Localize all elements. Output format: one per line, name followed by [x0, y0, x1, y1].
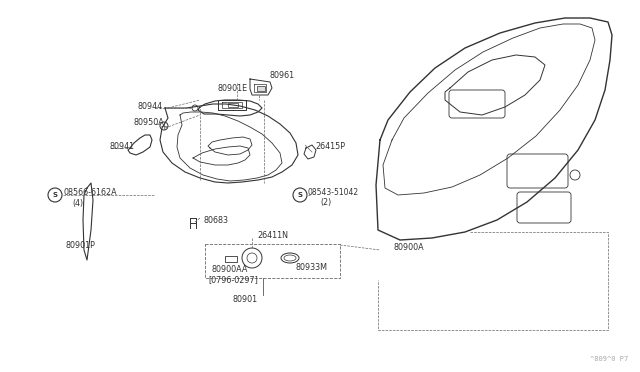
Text: 80683: 80683 [203, 215, 228, 224]
Text: 08566-6162A: 08566-6162A [63, 187, 116, 196]
Text: ^809^0 P7: ^809^0 P7 [589, 356, 628, 362]
Text: 80944: 80944 [138, 102, 163, 110]
Text: [0796-0297]: [0796-0297] [208, 276, 258, 285]
Bar [228, 103, 238, 107]
Text: 80950A: 80950A [133, 118, 164, 126]
Text: (4): (4) [72, 199, 83, 208]
Text: 80941: 80941 [110, 141, 135, 151]
Bar [225, 256, 237, 262]
Text: S: S [52, 192, 58, 198]
Text: 80901: 80901 [232, 295, 257, 305]
Text: S: S [298, 192, 303, 198]
Bar [257, 86, 265, 91]
Text: (2): (2) [320, 198, 332, 206]
Text: 80900AA: 80900AA [212, 266, 248, 275]
Text: 26415P: 26415P [315, 141, 345, 151]
Text: 80901P: 80901P [66, 241, 96, 250]
Text: 80933M: 80933M [295, 263, 327, 273]
Text: 26411N: 26411N [257, 231, 288, 240]
Text: 80901E: 80901E [218, 83, 248, 93]
Text: 08543-51042: 08543-51042 [308, 187, 359, 196]
Text: 80900A: 80900A [393, 244, 424, 253]
Text: 80961: 80961 [270, 71, 295, 80]
